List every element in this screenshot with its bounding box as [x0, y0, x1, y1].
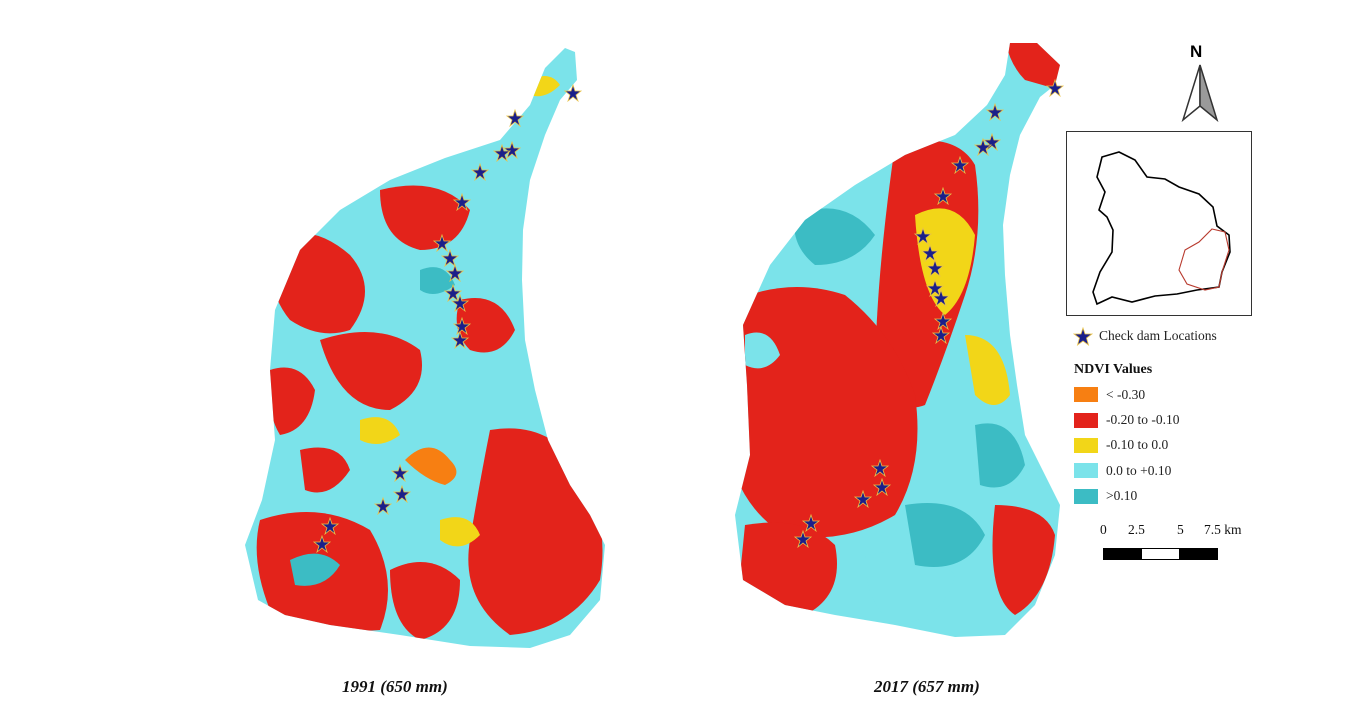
check-dam-icon — [492, 143, 512, 163]
check-dam-icon — [925, 258, 945, 278]
ndvi-legend-title: NDVI Values — [1074, 362, 1153, 377]
check-dam-icon — [853, 489, 873, 509]
check-dam-icon — [450, 293, 470, 313]
check-dam-icon — [450, 330, 470, 350]
check-dam-icon — [1072, 326, 1094, 347]
ndvi-map-1991 — [245, 48, 605, 648]
scale-bar: 0 2.5 5 7.5 km — [1098, 522, 1258, 564]
scale-tick-label: 0 — [1100, 522, 1107, 537]
scale-bar-graphic — [1103, 548, 1218, 560]
check-dam-icon — [502, 140, 522, 160]
legend-label: -0.10 to 0.0 — [1106, 437, 1169, 453]
check-dam-icon — [973, 137, 993, 157]
legend-item: -0.20 to -0.10 — [1074, 407, 1180, 432]
north-label: N — [1190, 42, 1203, 61]
check-dam-icon — [443, 283, 463, 303]
scale-tick-label: 5 — [1177, 522, 1184, 537]
check-dam-icon — [793, 529, 813, 549]
ndvi-map-2017 — [735, 43, 1065, 637]
check-dam-icon — [925, 278, 945, 298]
legend-label: 0.0 to +0.10 — [1106, 462, 1172, 478]
watershed-outline — [1092, 151, 1231, 306]
check-dam-icon — [950, 155, 970, 175]
legend-swatch — [1074, 463, 1098, 479]
check-dam-icon — [452, 192, 472, 212]
check-dam-icon — [801, 513, 821, 533]
check-dam-icon — [982, 132, 1002, 152]
check-dam-icon — [872, 477, 892, 497]
check-dam-icon — [392, 484, 412, 504]
ndvi-legend: < -0.30 -0.20 to -0.10 -0.10 to 0.0 0.0 … — [1074, 382, 1180, 509]
scale-tick-label: 2.5 — [1128, 522, 1145, 537]
inset-locator-map — [1066, 131, 1252, 316]
check-dam-icon — [985, 102, 1005, 122]
legend-item: < -0.30 — [1074, 382, 1180, 407]
check-dam-icon — [452, 316, 472, 336]
map-caption-2017: 2017 (657 mm) — [874, 677, 980, 696]
map-caption-1991: 1991 (650 mm) — [342, 677, 448, 696]
check-dam-markers-2017 — [793, 78, 1065, 549]
check-dam-markers-1991 — [312, 83, 583, 554]
legend-item: -0.10 to 0.0 — [1074, 433, 1180, 458]
check-dam-icon — [320, 516, 340, 536]
check-dam-icon — [920, 243, 940, 263]
check-dam-icon — [913, 226, 933, 246]
check-dam-icon — [870, 458, 890, 478]
check-dam-icon — [505, 108, 525, 128]
check-dam-icon — [931, 288, 951, 308]
check-dam-icon — [931, 325, 951, 345]
legend-label: -0.20 to -0.10 — [1106, 412, 1180, 428]
check-dam-icon — [312, 534, 332, 554]
check-dam-label: Check dam Locations — [1099, 328, 1217, 344]
check-dam-icon — [373, 496, 393, 516]
legend-swatch — [1074, 412, 1098, 428]
check-dam-icon — [470, 162, 490, 182]
legend-item: >0.10 — [1074, 484, 1180, 509]
study-area-outline — [1178, 228, 1230, 291]
legend-swatch — [1074, 488, 1098, 504]
legend-swatch — [1074, 437, 1098, 453]
check-dam-icon — [390, 463, 410, 483]
legend-item: 0.0 to +0.10 — [1074, 458, 1180, 483]
check-dam-legend-item: Check dam Locations — [1072, 326, 1217, 347]
scale-tick-label: 7.5 km — [1204, 522, 1242, 537]
check-dam-icon — [933, 311, 953, 331]
check-dam-icon — [445, 263, 465, 283]
legend-label: < -0.30 — [1106, 386, 1146, 402]
north-arrow-icon — [1181, 64, 1219, 123]
check-dam-icon — [563, 83, 583, 103]
legend-label: >0.10 — [1106, 488, 1138, 504]
check-dam-icon — [1045, 78, 1065, 98]
check-dam-icon — [440, 248, 460, 268]
check-dam-icon — [432, 233, 452, 253]
legend-swatch — [1074, 387, 1098, 403]
check-dam-icon — [933, 186, 953, 206]
